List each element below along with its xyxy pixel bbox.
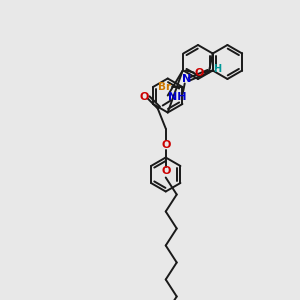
Text: N: N — [182, 74, 191, 85]
Text: Br: Br — [158, 82, 171, 92]
Text: O: O — [139, 92, 148, 101]
Text: O: O — [194, 68, 203, 77]
Text: O: O — [161, 167, 170, 176]
Text: H: H — [213, 64, 221, 74]
Text: O: O — [161, 140, 170, 149]
Text: NH: NH — [169, 92, 187, 103]
